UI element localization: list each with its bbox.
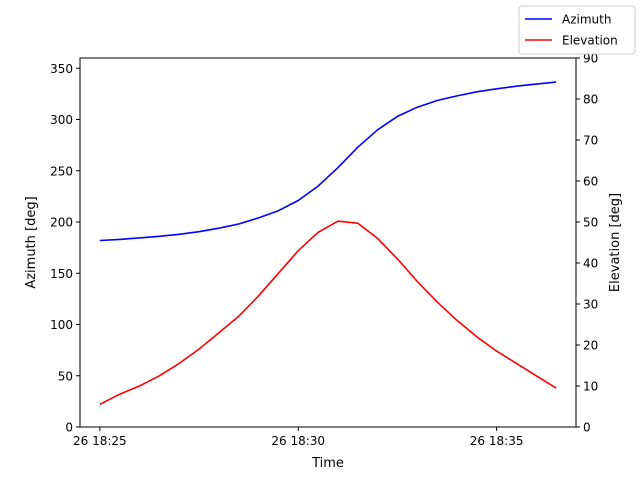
y-tick-label: 250 (50, 164, 73, 178)
y2-tick-label: 40 (583, 257, 598, 271)
x-axis: 26 18:25 26 18:30 26 18:35 (73, 427, 523, 448)
y-tick-label: 300 (50, 113, 73, 127)
left-axis: 0 50 100 150 200 250 300 350 (50, 62, 80, 435)
y2-tick-label: 10 (583, 380, 598, 394)
right-axis: 0 10 20 30 40 50 60 70 80 90 (576, 52, 598, 435)
y2-tick-label: 50 (583, 216, 598, 230)
y-tick-label: 150 (50, 267, 73, 281)
y-tick-label: 50 (58, 369, 73, 383)
x-tick-label: 26 18:35 (470, 434, 524, 448)
plot-frame (79, 57, 577, 428)
y2-tick-label: 70 (583, 134, 598, 148)
y2-tick-label: 60 (583, 175, 598, 189)
x-tick-label: 26 18:25 (73, 434, 127, 448)
y2-tick-label: 20 (583, 339, 598, 353)
y2-tick-label: 90 (583, 52, 598, 66)
y2-axis-label: Elevation [deg] (608, 193, 623, 292)
legend-box (518, 5, 636, 55)
y-tick-label: 100 (50, 318, 73, 332)
y-tick-label: 0 (65, 421, 73, 435)
series-line-azimuth (99, 81, 557, 242)
x-tick-label: 26 18:30 (271, 434, 325, 448)
x-axis-label: Time (311, 456, 344, 471)
y2-tick-label: 0 (583, 421, 591, 435)
legend: Azimuth Elevation (518, 5, 636, 55)
y-tick-label: 200 (50, 216, 73, 230)
plot-area (79, 57, 577, 428)
series-layer (99, 81, 557, 406)
y-axis-label: Azimuth [deg] (24, 196, 39, 288)
legend-label-elevation: Elevation (562, 34, 618, 48)
series-line-elevation (99, 220, 557, 406)
y-tick-label: 350 (50, 62, 73, 76)
legend-label-azimuth: Azimuth (562, 13, 611, 27)
y2-tick-label: 30 (583, 298, 598, 312)
y2-tick-label: 80 (583, 93, 598, 107)
